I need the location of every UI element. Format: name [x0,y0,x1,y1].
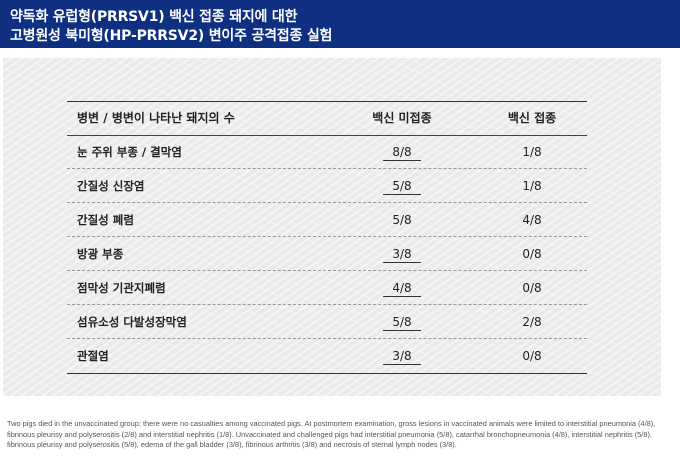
table-row: 방광 부종 3/8 0/8 [67,237,587,271]
vaccinated-count: 0/8 [522,349,542,363]
table-row: 간질성 폐렴 5/8 4/8 [67,203,587,237]
lesion-name: 섬유소성 다발성장막염 [77,315,187,329]
row-divider [67,236,587,237]
unvaccinated-count-cell: 3/8 [327,237,477,271]
unvaccinated-count-cell: 5/8 [327,169,477,203]
table-card [3,58,661,396]
row-divider [67,304,587,305]
vaccinated-count: 4/8 [522,213,542,227]
unvaccinated-count-cell: 3/8 [327,339,477,373]
lesion-name: 눈 주위 부종 / 결막염 [77,145,182,159]
table-header-rule [67,135,587,136]
title-banner: 약독화 유럽형(PRRSV1) 백신 접종 돼지에 대한 고병원성 북미형(HP… [0,0,680,48]
vaccinated-count: 0/8 [522,247,542,261]
title-line-1: 약독화 유럽형(PRRSV1) 백신 접종 돼지에 대한 [10,9,298,25]
unvaccinated-count-cell: 5/8 [327,203,477,237]
lesion-name: 방광 부종 [77,247,124,261]
unvaccinated-count-cell: 8/8 [327,135,477,169]
unvaccinated-count: 5/8 [383,315,421,331]
unvaccinated-count: 5/8 [392,213,412,227]
table-header: 병변 / 병변이 나타난 돼지의 수 백신 미접종 백신 접종 [67,101,587,135]
unvaccinated-count: 4/8 [383,281,421,297]
row-divider [67,168,587,169]
unvaccinated-count: 3/8 [383,349,421,365]
unvaccinated-count: 8/8 [383,145,421,161]
row-divider [67,270,587,271]
lesion-name: 간질성 신장염 [77,179,145,193]
table-row: 간질성 신장염 5/8 1/8 [67,169,587,203]
table-row: 점막성 기관지폐렴 4/8 0/8 [67,271,587,305]
table-row: 관절염 3/8 0/8 [67,339,587,373]
header-lesion: 병변 / 병변이 나타난 돼지의 수 [77,111,235,125]
vaccinated-count: 0/8 [522,281,542,295]
table-top-rule [67,101,587,102]
header-unvaccinated: 백신 미접종 [372,111,432,125]
header-vaccinated: 백신 접종 [507,111,557,125]
table-row: 섬유소성 다발성장막염 5/8 2/8 [67,305,587,339]
unvaccinated-count-cell: 5/8 [327,305,477,339]
lesion-name: 점막성 기관지폐렴 [77,281,166,295]
title-line-2: 고병원성 북미형(HP-PRRSV2) 변이주 공격접종 실험 [10,28,333,44]
unvaccinated-count: 5/8 [383,179,421,195]
table-bottom-rule [67,373,587,374]
row-divider [67,338,587,339]
lesion-name: 관절염 [77,349,109,363]
row-divider [67,202,587,203]
vaccinated-count: 1/8 [522,145,542,159]
unvaccinated-count: 3/8 [383,247,421,263]
vaccinated-count: 1/8 [522,179,542,193]
vaccinated-count: 2/8 [522,315,542,329]
unvaccinated-count-cell: 4/8 [327,271,477,305]
lesion-name: 간질성 폐렴 [77,213,134,227]
table-row: 눈 주위 부종 / 결막염 8/8 1/8 [67,135,587,169]
footnote: Two pigs died in the unvaccinated group;… [7,419,656,450]
